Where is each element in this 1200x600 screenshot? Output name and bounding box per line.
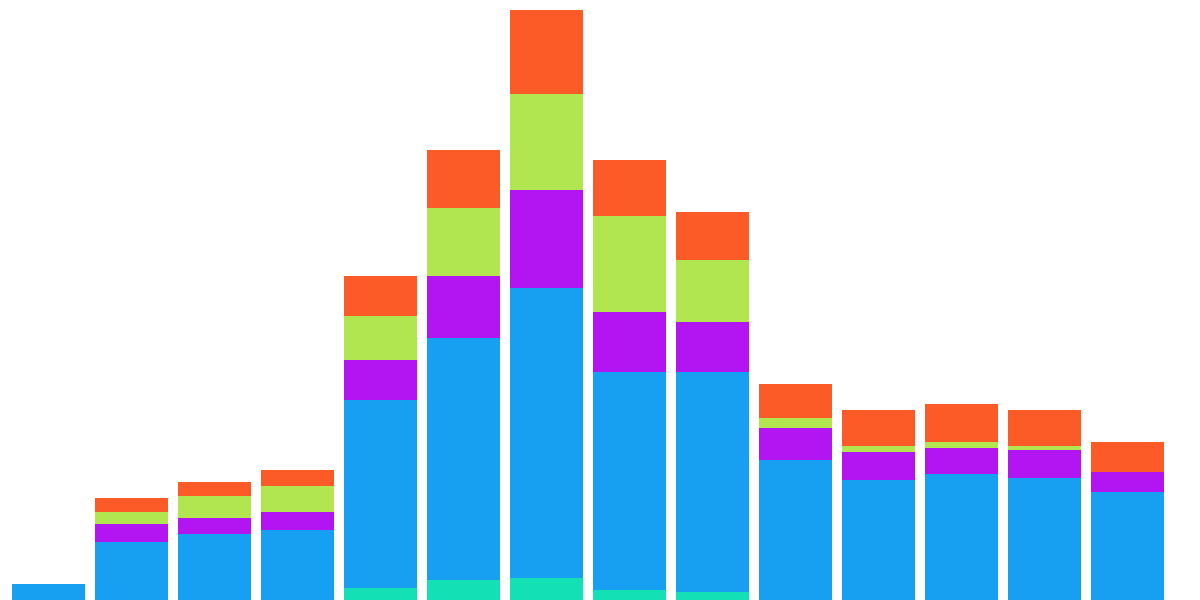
- bar-10: [842, 410, 915, 600]
- bar-7: [593, 160, 666, 600]
- bar-9-seg-orange: [759, 384, 832, 418]
- bar-8: [676, 212, 749, 600]
- bar-3-seg-purple: [261, 512, 334, 530]
- bar-10-seg-blue: [842, 480, 915, 600]
- bar-11: [925, 404, 998, 600]
- bar-7-seg-purple: [593, 312, 666, 372]
- bar-5-seg-orange: [427, 150, 500, 208]
- bar-13-seg-orange: [1091, 442, 1164, 472]
- bar-1-seg-green: [95, 512, 168, 524]
- bar-12-seg-blue: [1008, 478, 1081, 600]
- bar-3-seg-green: [261, 486, 334, 512]
- bar-8-seg-teal: [676, 592, 749, 600]
- bar-4-seg-orange: [344, 276, 417, 316]
- bar-4-seg-blue: [344, 400, 417, 588]
- bar-6-seg-green: [510, 94, 583, 190]
- bar-10-seg-purple: [842, 452, 915, 480]
- bar-2: [178, 482, 251, 600]
- bar-0: [12, 584, 85, 600]
- bar-2-seg-orange: [178, 482, 251, 496]
- bar-10-seg-orange: [842, 410, 915, 446]
- bar-8-seg-orange: [676, 212, 749, 260]
- bar-7-seg-green: [593, 216, 666, 312]
- bar-8-seg-green: [676, 260, 749, 322]
- bar-5: [427, 150, 500, 600]
- bar-9-seg-green: [759, 418, 832, 428]
- bar-8-seg-blue: [676, 372, 749, 592]
- bar-3-seg-orange: [261, 470, 334, 486]
- stacked-bar-chart: [0, 0, 1200, 600]
- bar-5-seg-purple: [427, 276, 500, 338]
- bar-7-seg-teal: [593, 590, 666, 600]
- bar-4-seg-teal: [344, 588, 417, 600]
- bar-1-seg-orange: [95, 498, 168, 512]
- bar-2-seg-blue: [178, 534, 251, 600]
- bar-12: [1008, 410, 1081, 600]
- bar-6-seg-teal: [510, 578, 583, 600]
- bar-11-seg-orange: [925, 404, 998, 442]
- bar-4: [344, 276, 417, 600]
- bar-13: [1091, 442, 1164, 600]
- bar-1-seg-purple: [95, 524, 168, 542]
- bar-9-seg-purple: [759, 428, 832, 460]
- bar-6: [510, 10, 583, 600]
- bar-1-seg-blue: [95, 542, 168, 600]
- bar-1: [95, 498, 168, 600]
- bar-9-seg-blue: [759, 460, 832, 600]
- bar-6-seg-blue: [510, 288, 583, 578]
- bar-12-seg-orange: [1008, 410, 1081, 446]
- bar-13-seg-blue: [1091, 492, 1164, 600]
- bar-4-seg-purple: [344, 360, 417, 400]
- bar-5-seg-green: [427, 208, 500, 276]
- bar-5-seg-teal: [427, 580, 500, 600]
- bar-11-seg-blue: [925, 474, 998, 600]
- bar-7-seg-orange: [593, 160, 666, 216]
- bar-11-seg-purple: [925, 448, 998, 474]
- bar-7-seg-blue: [593, 372, 666, 590]
- bar-13-seg-purple: [1091, 472, 1164, 492]
- bar-4-seg-green: [344, 316, 417, 360]
- bar-3: [261, 470, 334, 600]
- bar-3-seg-blue: [261, 530, 334, 600]
- bar-5-seg-blue: [427, 338, 500, 580]
- bar-2-seg-green: [178, 496, 251, 518]
- bar-12-seg-purple: [1008, 450, 1081, 478]
- bar-8-seg-purple: [676, 322, 749, 372]
- bar-6-seg-purple: [510, 190, 583, 288]
- bar-9: [759, 384, 832, 600]
- bar-6-seg-orange: [510, 10, 583, 94]
- bar-2-seg-purple: [178, 518, 251, 534]
- bar-0-seg-blue: [12, 584, 85, 600]
